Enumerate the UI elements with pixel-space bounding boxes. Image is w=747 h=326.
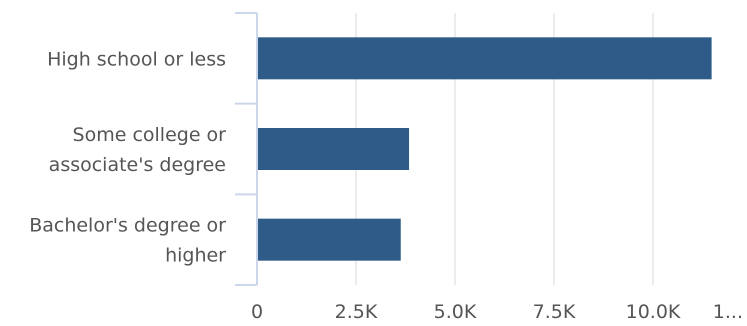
category-labels: High school or less Some college or associ… (29, 48, 226, 266)
x-tick-label: 2.5K (335, 301, 378, 323)
bar[interactable] (257, 37, 712, 80)
x-tick-label: 10.0K (626, 301, 681, 323)
category-label: High school or less (47, 48, 226, 70)
bar[interactable] (257, 128, 410, 170)
x-tick-labels: 0 2.5K 5.0K 7.5K 10.0K 1... (251, 301, 743, 323)
category-label: Some college or associate's degree (49, 124, 227, 176)
x-tick-label: 7.5K (533, 301, 576, 323)
x-tick-label: 1... (713, 301, 743, 323)
y-axis (235, 12, 258, 286)
x-tick-label: 5.0K (434, 301, 477, 323)
category-label: Bachelor's degree or higher (29, 215, 226, 267)
x-tick-label: 0 (251, 301, 263, 323)
bars (257, 37, 712, 261)
bar[interactable] (257, 218, 401, 261)
